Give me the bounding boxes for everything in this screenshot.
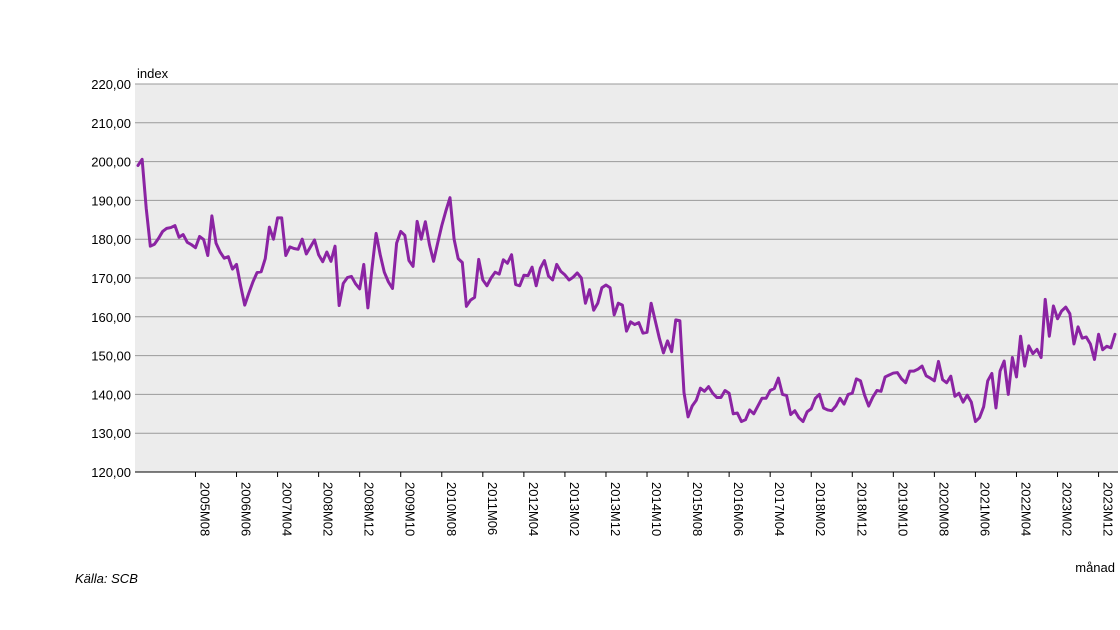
- y-axis-title: index: [137, 66, 169, 81]
- x-tick-label: 2018M02: [813, 482, 828, 536]
- x-axis-title: månad: [1075, 560, 1115, 575]
- series-line: [136, 157, 1117, 424]
- x-tick-label: 2006M06: [239, 482, 254, 536]
- x-tick-label: 2011M06: [485, 482, 500, 535]
- y-tick-label: 160,00: [91, 310, 131, 325]
- y-tick-label: 180,00: [91, 232, 131, 247]
- y-axis-ticks: 120,00 130,00 140,00 150,00 160,00 170,00 180,…: [91, 77, 131, 480]
- y-tick-label: 210,00: [91, 116, 131, 131]
- x-tick-label: 2020M08: [936, 482, 951, 536]
- x-tick-label: 2021M06: [977, 482, 992, 536]
- x-tick-label: 2012M04: [526, 482, 541, 536]
- y-tick-label: 130,00: [91, 426, 131, 441]
- x-tick-label: 2019M10: [895, 482, 910, 536]
- y-tick-label: 140,00: [91, 387, 131, 402]
- x-tick-label: 2009M10: [403, 482, 418, 536]
- y-tick-label: 120,00: [91, 465, 131, 480]
- x-tick-label: 2013M12: [608, 482, 623, 536]
- x-tick-label: 2008M02: [321, 482, 336, 536]
- x-tick-label: 2005M08: [197, 482, 212, 536]
- x-tick-label: 2010M08: [444, 482, 459, 536]
- x-tick-label: 2015M08: [690, 482, 705, 536]
- x-tick-label: 2023M02: [1060, 482, 1075, 536]
- x-tick-label: 2016M06: [731, 482, 746, 536]
- x-axis-ticks: 2005M08 2006M06 2007M04 2008M02 2008M12 2009M…: [194, 472, 1116, 536]
- source-note: Källa: SCB: [75, 571, 138, 586]
- y-tick-label: 170,00: [91, 271, 131, 286]
- gridlines: [135, 83, 1118, 473]
- y-tick-label: 150,00: [91, 349, 131, 364]
- y-tick-label: 190,00: [91, 193, 131, 208]
- x-tick-label: 2014M10: [649, 482, 664, 536]
- y-tick-label: 220,00: [91, 77, 131, 92]
- y-tick-label: 200,00: [91, 155, 131, 170]
- x-tick-label: 2007M04: [280, 482, 295, 536]
- x-tick-label: 2018M12: [854, 482, 869, 536]
- x-tick-label: 2022M04: [1018, 482, 1033, 536]
- x-tick-label: 2013M02: [567, 482, 582, 536]
- x-tick-label: 2008M12: [362, 482, 377, 536]
- x-tick-label: 2017M04: [772, 482, 787, 536]
- x-tick-label: 2023M12: [1101, 482, 1116, 536]
